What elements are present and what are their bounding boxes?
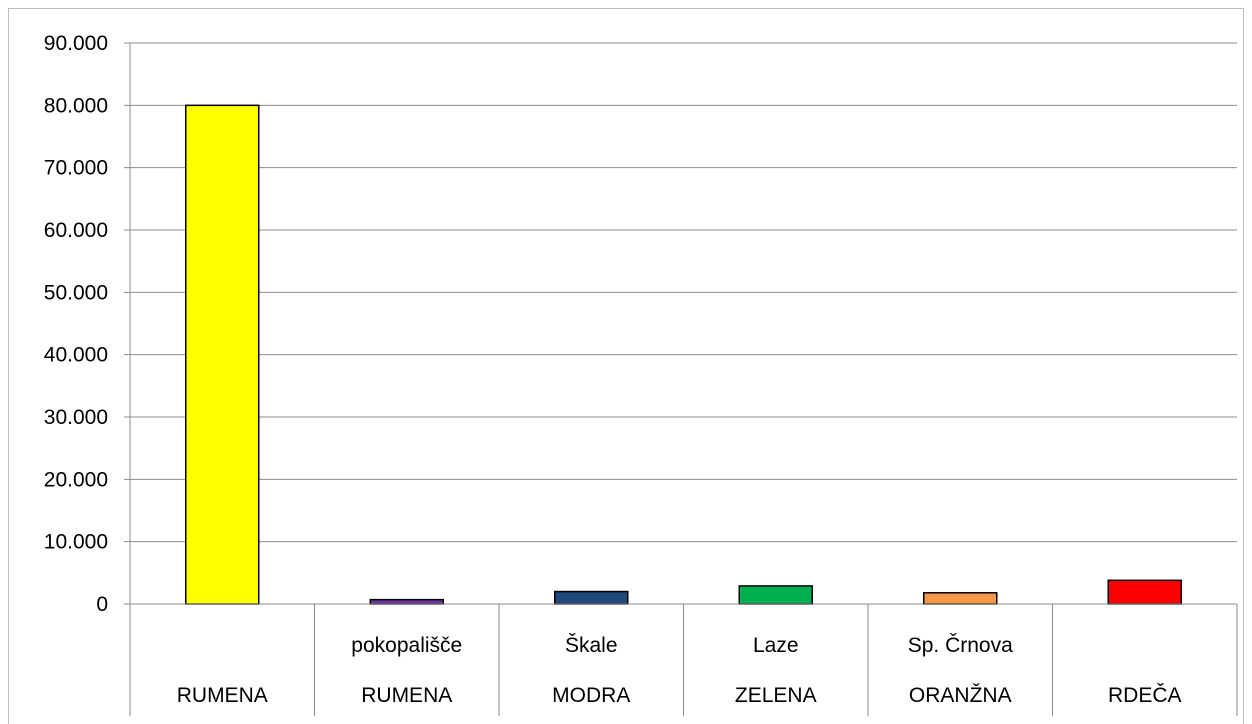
y-tick-label: 20.000 (44, 468, 108, 491)
y-tick-label: 0 (96, 593, 108, 616)
chart-frame (8, 8, 1244, 724)
x-category-label-line1: Sp. Črnova (908, 634, 1013, 657)
y-tick-label: 10.000 (44, 531, 108, 554)
x-category-label-line2: ORANŽNA (909, 684, 1012, 707)
x-category-label-line1: Laze (753, 634, 799, 657)
x-axis-category-labels: RUMENA pokopališče RUMENA Škale MODRA Laze ZEL… (177, 634, 1182, 707)
x-category-label-line2: ZELENA (735, 684, 817, 707)
x-category-label-line2: MODRA (552, 684, 630, 707)
bar (1107, 579, 1182, 605)
x-category-label-line2: RUMENA (177, 684, 268, 707)
y-tick-label: 40.000 (44, 344, 108, 367)
x-axis (124, 43, 1238, 716)
gridlines (124, 42, 1237, 543)
y-axis-tick-labels: 0 10.000 20.000 30.000 40.000 50.000 60.000 70.… (44, 32, 108, 616)
y-tick-label: 70.000 (44, 157, 108, 180)
bar (554, 590, 629, 605)
bar (185, 104, 260, 605)
bar (738, 585, 813, 605)
y-tick-label: 50.000 (44, 281, 108, 304)
y-tick-label: 30.000 (44, 406, 108, 429)
x-category-label-line1: pokopališče (351, 634, 462, 657)
y-tick-label: 80.000 (44, 94, 108, 117)
bars (185, 104, 1182, 605)
x-category-label-line2: RDEČA (1108, 684, 1182, 707)
y-tick-label: 60.000 (44, 219, 108, 242)
x-category-label-line2: RUMENA (361, 684, 452, 707)
bar (923, 592, 998, 605)
y-tick-label: 90.000 (44, 32, 108, 55)
x-category-label-line1: Škale (565, 634, 618, 657)
bar (369, 598, 444, 605)
